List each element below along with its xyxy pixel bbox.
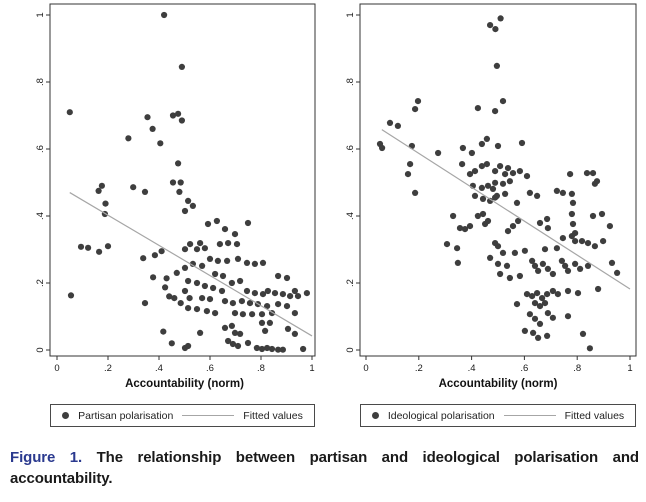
y-tick-label: .4	[35, 212, 46, 220]
y-tick-label: .6	[345, 145, 356, 153]
legend-ideological: Ideological polarisation Fitted values	[360, 404, 636, 427]
legend-label-fitted: Fitted values	[243, 409, 303, 422]
x-tick-label: .6	[206, 363, 214, 374]
scatter-marker-icon	[371, 412, 379, 419]
y-tick-label: 1	[345, 12, 356, 17]
scatter-panel-partisan: 0 .2 .4 .6 .8 1 0 .2 .4 .6 .8 1 Accountability (norm…	[35, 3, 316, 390]
x-tick-label: .8	[573, 363, 581, 374]
y-tick-label: .8	[345, 78, 356, 86]
scatter-points	[66, 11, 310, 353]
y-tick-label: 1	[35, 12, 46, 17]
x-tick-label: 0	[363, 363, 368, 374]
legend-label-partisan: Partisan polarisation	[78, 409, 174, 422]
y-tick-label: .8	[35, 78, 46, 86]
x-tick-label: .6	[520, 363, 528, 374]
x-tick-label: 1	[309, 363, 314, 374]
figure-number-label: Figure 1.	[10, 449, 83, 466]
scatter-panel-ideological: 0 .2 .4 .6 .8 1 0 .2 .4 .6 .8 1 Accountability (norm…	[345, 3, 637, 390]
x-tick-label: .4	[155, 363, 163, 374]
x-tick-label: .4	[468, 363, 476, 374]
y-tick-label: 0	[35, 347, 46, 352]
plot-frame	[359, 3, 637, 357]
x-tick-label: .2	[415, 363, 423, 374]
y-tick-label: 0	[345, 347, 356, 352]
fitted-line-icon	[503, 415, 556, 416]
legend-partisan: Partisan polarisation Fitted values	[50, 404, 315, 427]
scatter-marker-icon	[62, 412, 70, 419]
x-axis-title: Accountability (norm)	[125, 378, 244, 390]
fitted-values-line	[69, 192, 313, 337]
figure-caption: Figure 1. The relationship between parti…	[10, 447, 639, 489]
x-axis-title: Accountability (norm)	[439, 378, 558, 390]
plot-frame	[49, 3, 316, 357]
x-tick-label: 0	[54, 363, 59, 374]
x-tick-label: .8	[257, 363, 265, 374]
y-tick-label: .6	[35, 145, 46, 153]
x-tick-label: 1	[627, 363, 632, 374]
fitted-values-line	[381, 129, 631, 290]
fitted-line-icon	[182, 415, 235, 416]
y-tick-label: .2	[345, 279, 356, 287]
legend-label-fitted: Fitted values	[564, 409, 625, 422]
y-tick-label: .4	[345, 212, 356, 220]
x-tick-label: .2	[104, 363, 112, 374]
caption-line-2: accountability.	[10, 470, 113, 487]
legend-label-ideological: Ideological polarisation	[387, 409, 495, 422]
y-tick-label: .2	[35, 279, 46, 287]
caption-line-1: Figure 1. The relationship between parti…	[10, 447, 639, 468]
caption-text: The relationship between partisan and id…	[96, 449, 640, 466]
scatter-points	[376, 15, 621, 352]
